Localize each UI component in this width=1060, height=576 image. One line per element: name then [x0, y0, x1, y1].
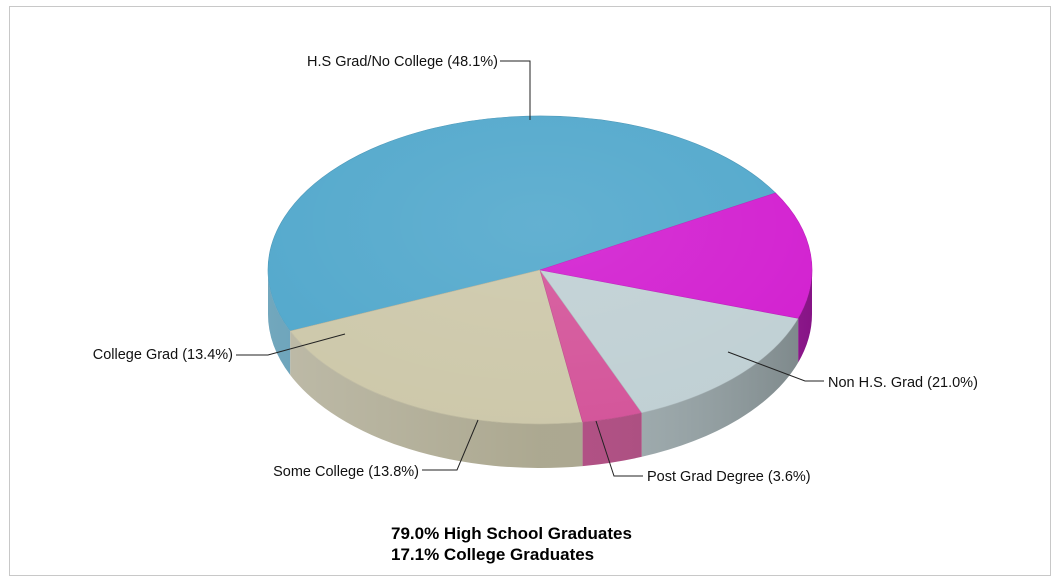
leader-college-grad: [236, 333, 346, 356]
label-some-college: Some College (13.8%): [273, 464, 419, 480]
label-h-s-grad-no-college: H.S Grad/No College (48.1%): [307, 54, 498, 70]
leader-non-h-s-grad: [727, 351, 824, 382]
rim-shading: [268, 270, 812, 468]
leader-lines: [236, 60, 824, 477]
summary-notes: 79.0% High School Graduates 17.1% Colleg…: [391, 523, 632, 565]
label-college-grad: College Grad (13.4%): [93, 347, 233, 363]
note-college-graduates: 17.1% College Graduates: [391, 545, 595, 564]
note-high-school-graduates: 79.0% High School Graduates: [391, 524, 632, 543]
leader-post-grad-degree: [595, 420, 643, 477]
top-shine: [268, 116, 812, 424]
leader-some-college: [422, 419, 479, 471]
label-post-grad-degree: Post Grad Degree (3.6%): [647, 469, 811, 485]
label-non-h-s-grad: Non H.S. Grad (21.0%): [828, 375, 978, 391]
leader-h-s-grad-no-college: [500, 60, 531, 120]
pie-overlay: [268, 116, 812, 468]
slice-labels: H.S Grad/No College (48.1%) Non H.S. Grad…: [93, 54, 978, 485]
